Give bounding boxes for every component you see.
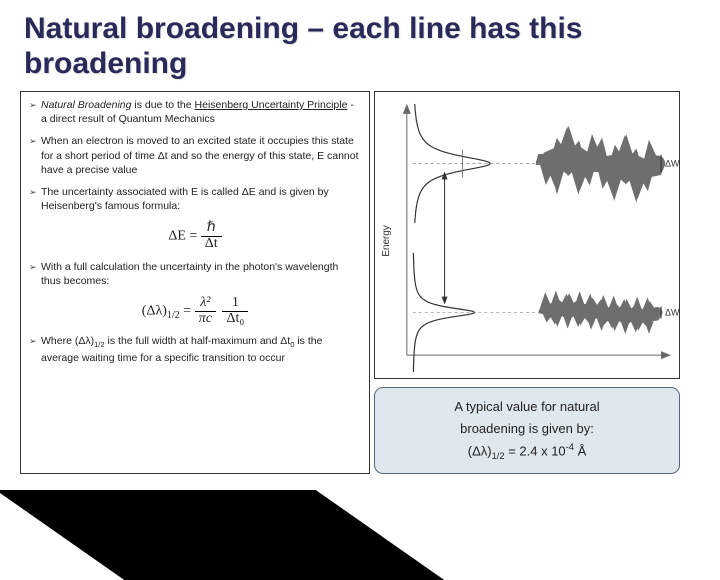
bullet-5: ➢ Where (Δλ)1/2 is the full width at hal… [29, 334, 361, 364]
bullet-5-b: 1/2 [94, 340, 105, 349]
bullet-3-text: The uncertainty associated with E is cal… [41, 185, 361, 213]
callout-3d: -4 [566, 442, 574, 452]
chevron-icon: ➢ [29, 186, 41, 198]
callout-box: A typical value for natural broadening i… [374, 387, 680, 474]
eq1-num: ℏ [201, 221, 222, 237]
callout-3a: (Δλ) [468, 444, 492, 459]
bullet-4-text: With a full calculation the uncertainty … [41, 260, 361, 288]
svg-text:ΔW₂: ΔW₂ [665, 158, 680, 168]
slide-title: Natural broadening – each line has this … [0, 0, 720, 87]
callout-3b: 1/2 [492, 451, 505, 461]
bullet-1-term: Natural Broadening [41, 99, 131, 111]
svg-text:Energy: Energy [381, 225, 392, 256]
decorative-shape [0, 490, 444, 580]
eq1-lhs: ΔE = [168, 229, 197, 244]
eq2-f1-num: λ² [200, 295, 210, 310]
callout-line3: (Δλ)1/2 = 2.4 x 10-4 Å [385, 440, 669, 465]
callout-line2: broadening is given by: [385, 418, 669, 440]
eq2-f2-num: 1 [222, 296, 248, 312]
callout-3c: = 2.4 x 10 [505, 444, 566, 459]
right-zone: Energy ΔW₂ ΔW₁ A typical value for natural… [374, 91, 680, 474]
bullets-panel: ➢ Natural Broadening is due to the Heise… [20, 91, 370, 474]
bullet-1-mid: is due to the [131, 99, 194, 111]
chevron-icon: ➢ [29, 99, 41, 111]
eq2-lhs-b: 1/2 [167, 310, 180, 321]
bullet-2-text: When an electron is moved to an excited … [41, 134, 361, 177]
equation-2: (Δλ)1/2 = λ² πc 1 Δt₀ [29, 296, 361, 326]
energy-diagram: Energy ΔW₂ ΔW₁ [374, 91, 680, 379]
content-row: ➢ Natural Broadening is due to the Heise… [0, 87, 720, 474]
eq1-den: Δt [201, 237, 222, 252]
svg-text:ΔW₁: ΔW₁ [665, 307, 680, 317]
chevron-icon: ➢ [29, 261, 41, 273]
bullet-2: ➢ When an electron is moved to an excite… [29, 134, 361, 177]
eq2-f1-den: πc [199, 311, 212, 326]
chevron-icon: ➢ [29, 135, 41, 147]
callout-line1: A typical value for natural [385, 396, 669, 418]
bullet-1-link: Heisenberg Uncertainty Principle [195, 99, 348, 111]
eq2-lhs-a: (Δλ) [142, 303, 167, 318]
bullet-1: ➢ Natural Broadening is due to the Heise… [29, 98, 361, 126]
chevron-icon: ➢ [29, 335, 41, 347]
callout-3e: Å [574, 444, 586, 459]
eq2-f2-den: Δt₀ [222, 312, 248, 327]
eq2-lhs-c: = [180, 303, 191, 318]
bullet-3: ➢ The uncertainty associated with E is c… [29, 185, 361, 213]
bullet-4: ➢ With a full calculation the uncertaint… [29, 260, 361, 288]
equation-1: ΔE = ℏ Δt [29, 221, 361, 251]
bullet-5-a: Where (Δλ) [41, 335, 94, 347]
bullet-5-c: is the full width at half-maximum and Δt [105, 335, 291, 347]
